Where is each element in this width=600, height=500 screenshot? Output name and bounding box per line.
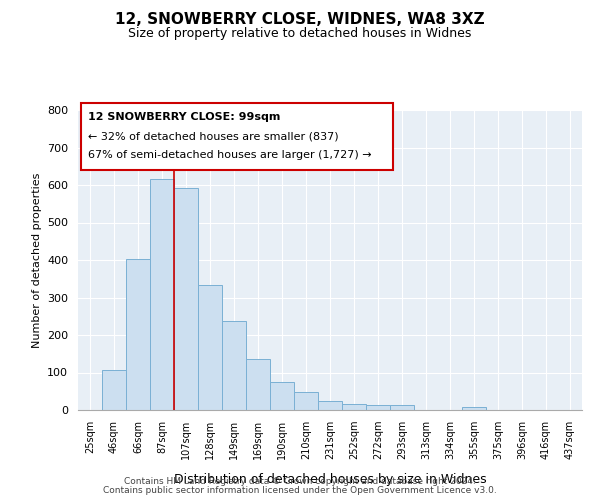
Bar	[294, 392, 318, 410]
Bar	[174, 188, 198, 410]
Bar	[462, 408, 486, 410]
Bar	[390, 405, 414, 410]
Text: Contains public sector information licensed under the Open Government Licence v3: Contains public sector information licen…	[103, 486, 497, 495]
Bar	[222, 321, 246, 410]
Bar	[270, 382, 294, 410]
Text: 12, SNOWBERRY CLOSE, WIDNES, WA8 3XZ: 12, SNOWBERRY CLOSE, WIDNES, WA8 3XZ	[115, 12, 485, 28]
Bar	[102, 370, 126, 410]
Text: Size of property relative to detached houses in Widnes: Size of property relative to detached ho…	[128, 28, 472, 40]
Bar	[198, 285, 222, 410]
Text: 67% of semi-detached houses are larger (1,727) →: 67% of semi-detached houses are larger (…	[88, 150, 372, 160]
X-axis label: Distribution of detached houses by size in Widnes: Distribution of detached houses by size …	[173, 473, 487, 486]
Bar	[342, 404, 366, 410]
Bar	[366, 405, 390, 410]
Y-axis label: Number of detached properties: Number of detached properties	[32, 172, 41, 348]
Bar	[150, 178, 174, 410]
Bar	[318, 400, 342, 410]
Text: ← 32% of detached houses are smaller (837): ← 32% of detached houses are smaller (83…	[88, 132, 339, 141]
Text: 12 SNOWBERRY CLOSE: 99sqm: 12 SNOWBERRY CLOSE: 99sqm	[88, 112, 281, 122]
Text: Contains HM Land Registry data © Crown copyright and database right 2024.: Contains HM Land Registry data © Crown c…	[124, 477, 476, 486]
Bar	[126, 259, 150, 410]
Bar	[246, 358, 270, 410]
